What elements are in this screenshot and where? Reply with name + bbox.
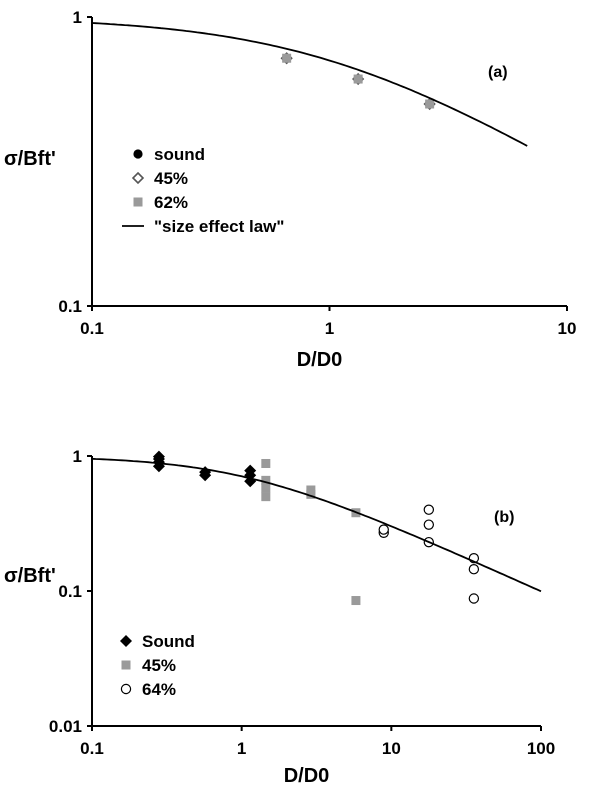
data-point (306, 485, 316, 495)
x-tick-label: 1 (325, 319, 334, 338)
data-point (244, 464, 257, 477)
legend-swatch (133, 149, 143, 159)
y-axis-label: σ/Bft' (4, 565, 56, 587)
y-tick-label: 0.1 (58, 297, 82, 316)
legend-swatch (133, 197, 143, 207)
legend-label: 45% (154, 169, 188, 188)
chart-panel-1: 0.1 1 10 0.1 1 σ/Bft' D/D0 (a) sound 45% 62% "size … (4, 8, 576, 371)
x-axis-label: D/D0 (284, 765, 330, 787)
x-tick-label: 100 (527, 739, 555, 758)
series-2 (378, 504, 480, 604)
series-0 (152, 450, 257, 488)
legend: Sound 45% 64% (120, 632, 195, 699)
size-effect-law-curve (91, 457, 542, 593)
data-point (423, 519, 435, 530)
panel-label: (a) (488, 64, 508, 81)
size-effect-law-curve (91, 22, 528, 147)
data-point (468, 593, 480, 604)
legend-label: sound (154, 145, 205, 164)
legend-label: 64% (142, 680, 176, 699)
legend-label: "size effect law" (154, 217, 284, 236)
data-point (378, 524, 389, 535)
data-point (261, 475, 271, 485)
data-point (353, 74, 363, 84)
series-1 (261, 458, 361, 606)
data-point (468, 564, 480, 575)
legend-label: 62% (154, 193, 188, 212)
y-tick-label: 1 (73, 8, 82, 27)
y-axis-label: σ/Bft' (4, 148, 56, 170)
x-axis-label: D/D0 (297, 349, 343, 371)
y-tick-label: 1 (73, 447, 82, 466)
panel-label: (b) (494, 509, 514, 526)
legend-label: 45% (142, 656, 176, 675)
legend: sound 45% 62% "size effect law" (122, 145, 284, 236)
data-point (261, 483, 271, 493)
legend-label: Sound (142, 632, 195, 651)
x-tick-label: 0.1 (80, 739, 104, 758)
data-point (152, 450, 165, 463)
x-tick-label: 10 (382, 739, 401, 758)
legend-swatch (131, 171, 145, 185)
data-point (261, 492, 271, 502)
data-point (425, 99, 435, 109)
data-point (261, 458, 271, 468)
chart-panel-2: 0.1 1 10 100 0.01 0.1 1 σ/Bft' D/D0 (b) Sound 45% 64… (4, 447, 555, 787)
data-point (351, 596, 361, 606)
data-point (282, 53, 292, 63)
legend-swatch (120, 683, 132, 695)
data-point (423, 504, 435, 515)
series-2 (282, 53, 435, 109)
x-tick-label: 1 (237, 739, 246, 758)
x-tick-label: 10 (558, 319, 577, 338)
legend-swatch (120, 635, 132, 647)
legend-swatch (121, 660, 131, 670)
y-tick-label: 0.1 (58, 582, 82, 601)
y-tick-label: 0.01 (49, 717, 82, 736)
x-tick-label: 0.1 (80, 319, 104, 338)
